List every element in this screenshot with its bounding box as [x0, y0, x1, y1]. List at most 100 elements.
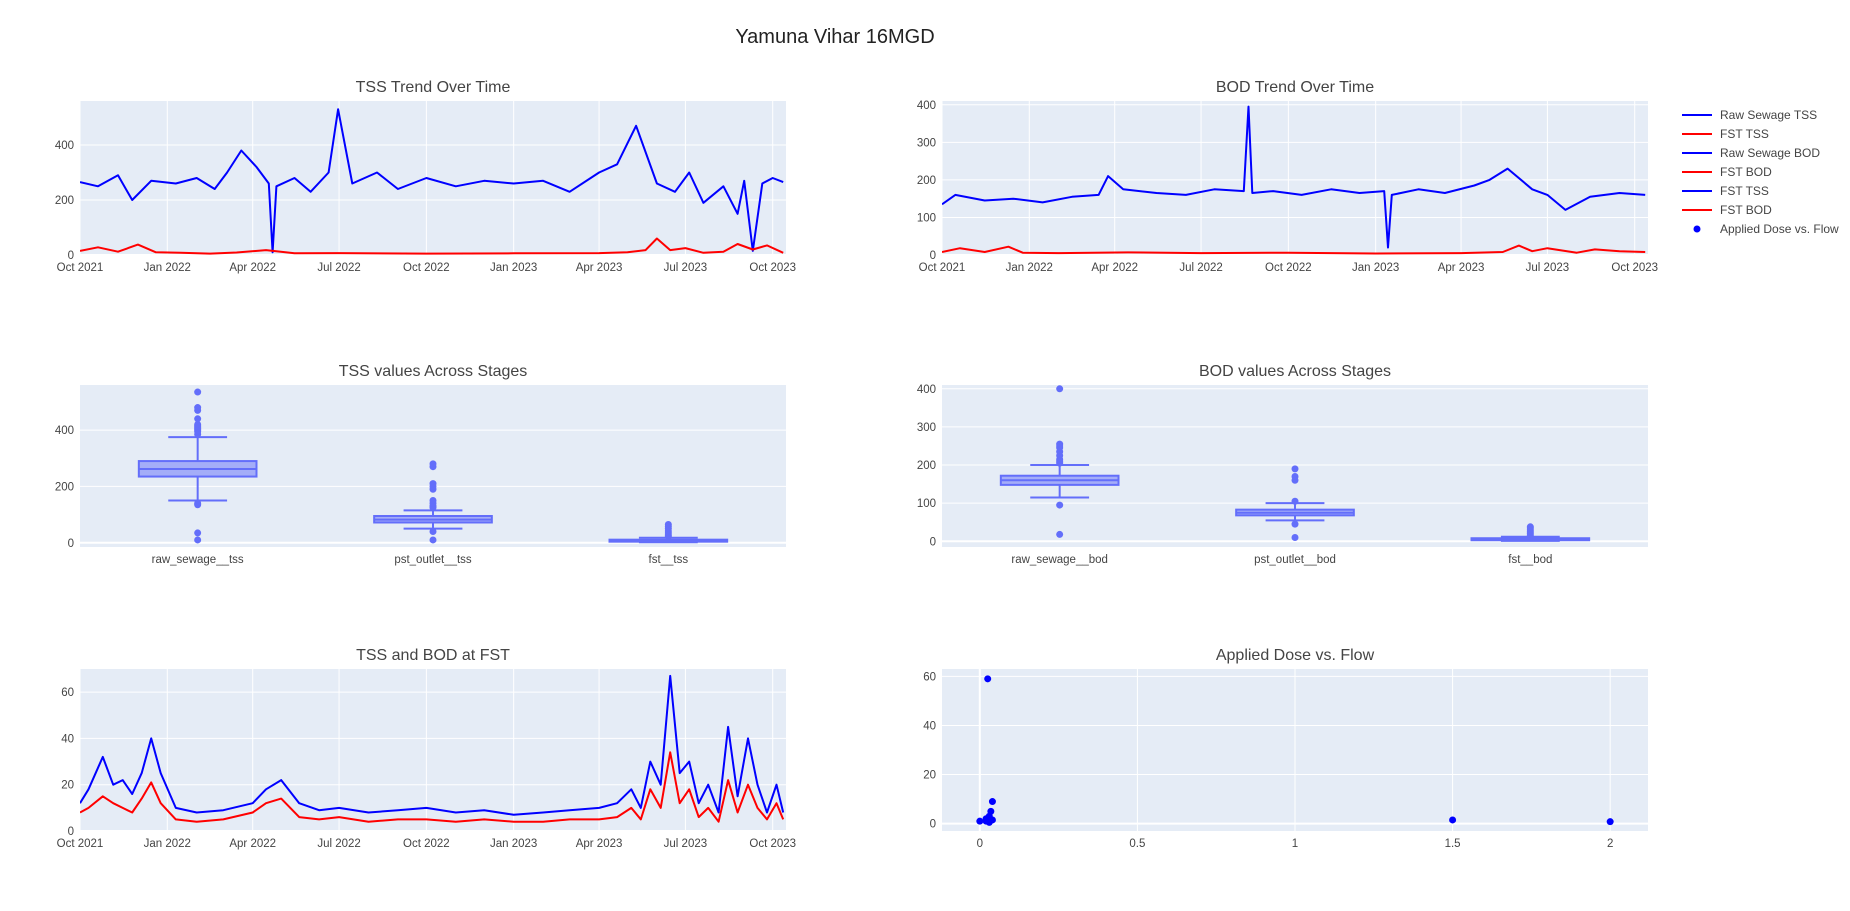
figure-title: Yamuna Vihar 16MGD: [735, 26, 934, 48]
scatter-point: [984, 675, 992, 683]
box-outlier: [1056, 385, 1064, 393]
legend-label: Raw Sewage BOD: [1720, 146, 1820, 160]
subplot-title: Applied Dose vs. Flow: [1216, 647, 1375, 664]
x-tick-label: Jan 2023: [490, 838, 537, 850]
legend-label: FST TSS: [1720, 127, 1769, 141]
box-outlier: [1291, 465, 1299, 473]
y-tick-label: 100: [917, 212, 936, 224]
y-tick-label: 0: [68, 250, 74, 262]
box-outlier: [1056, 530, 1064, 538]
plot-marks: [80, 108, 784, 255]
y-tick-label: 0: [930, 819, 936, 831]
box-fst__bod: [1470, 523, 1591, 542]
plot-area: [80, 669, 786, 831]
subplot-2: 0 100 200 300 400 Oct 2021 Jan 2022 Apr 2022 Jul…: [917, 79, 1658, 274]
box-outlier: [429, 528, 437, 536]
x-tick-label: Oct 2021: [57, 838, 104, 850]
x-tick-label: Apr 2023: [576, 838, 623, 850]
legend-item[interactable]: Raw Sewage TSS: [1682, 108, 1817, 122]
box-outlier: [194, 415, 202, 423]
series-line-2: [80, 751, 785, 823]
plot-marks: [80, 674, 785, 823]
x-tick-label: pst_outlet__tss: [394, 554, 472, 566]
x-tick-label: Apr 2023: [1438, 262, 1485, 274]
box-outlier: [194, 529, 202, 537]
box-outlier: [429, 497, 437, 505]
y-tick-label: 100: [917, 498, 936, 510]
box-outlier: [1291, 497, 1299, 505]
legend-label: FST BOD: [1720, 165, 1772, 179]
series-line-2: [942, 244, 1646, 255]
y-tick-label: 20: [61, 780, 74, 792]
y-tick-label: 60: [923, 671, 936, 683]
plot-marks: [976, 675, 1614, 826]
box-raw_sewage__tss: [137, 388, 258, 544]
legend-item[interactable]: FST TSS: [1682, 127, 1769, 141]
y-tick-label: 0: [930, 536, 936, 548]
subplot-4: 0 100 200 300 400 raw_sewage__bod pst_outlet__…: [917, 363, 1648, 566]
legend-item[interactable]: FST BOD: [1682, 203, 1772, 217]
y-tick-label: 400: [917, 384, 936, 396]
box-outlier: [194, 388, 202, 396]
box-raw_sewage__bod: [999, 385, 1120, 538]
subplot-3: 0 200 400 raw_sewage__tss pst_outlet__tss fst…: [55, 363, 786, 566]
x-tick-label: 1.5: [1445, 838, 1461, 850]
x-tick-label: Oct 2022: [1265, 262, 1312, 274]
x-tick-label: Apr 2023: [576, 262, 623, 274]
box-outlier: [194, 536, 202, 544]
subplot-title: BOD values Across Stages: [1199, 363, 1391, 380]
x-tick-label: Oct 2023: [1611, 262, 1658, 274]
y-tick-label: 20: [923, 770, 936, 782]
box-outlier: [429, 460, 437, 468]
legend-item[interactable]: FST BOD: [1682, 165, 1772, 179]
x-tick-label: Jan 2022: [144, 262, 191, 274]
box-outlier: [429, 480, 437, 488]
box-outlier: [1056, 501, 1064, 509]
x-tick-label: 2: [1607, 838, 1613, 850]
legend-label: Applied Dose vs. Flow: [1720, 222, 1839, 236]
plot-marks: [137, 388, 729, 544]
legend-item[interactable]: Applied Dose vs. Flow: [1693, 222, 1840, 236]
box-outlier: [194, 420, 202, 428]
plot-marks: [999, 385, 1591, 542]
box-outlier: [194, 404, 202, 412]
box-outlier: [1291, 472, 1299, 480]
y-tick-label: 200: [917, 460, 936, 472]
x-tick-label: fst__tss: [649, 554, 689, 566]
plot-area: [80, 101, 786, 255]
y-tick-label: 0: [930, 250, 936, 262]
legend-item[interactable]: Raw Sewage BOD: [1682, 146, 1820, 160]
y-tick-label: 0: [68, 826, 74, 838]
subplot-title: TSS values Across Stages: [339, 363, 528, 380]
x-tick-label: 0: [977, 838, 983, 850]
box-fst__tss: [608, 520, 729, 544]
subplot-title: BOD Trend Over Time: [1216, 79, 1374, 96]
y-tick-label: 60: [61, 687, 74, 699]
scatter-point: [1449, 816, 1457, 824]
subplot-6: 0 20 40 60 0 0.5 1 1.5 2 Applied Dose vs. Flow: [923, 647, 1648, 850]
y-tick-label: 300: [917, 137, 936, 149]
x-tick-label: Apr 2022: [229, 838, 276, 850]
y-tick-label: 0: [68, 538, 74, 550]
y-tick-label: 40: [61, 733, 74, 745]
plot-marks: [942, 105, 1646, 255]
scatter-point: [1606, 818, 1614, 826]
box-outlier: [1056, 440, 1064, 448]
x-tick-label: Jul 2022: [1179, 262, 1222, 274]
x-tick-label: Jul 2023: [664, 838, 707, 850]
x-tick-label: Oct 2023: [749, 262, 796, 274]
legend[interactable]: Raw Sewage TSS FST TSS Raw Sewage BOD FST B…: [1682, 108, 1839, 236]
box-outlier: [194, 499, 202, 507]
x-tick-label: Oct 2021: [919, 262, 966, 274]
series-line-1: [80, 108, 784, 254]
legend-swatch: [1693, 225, 1701, 233]
series-line-1: [80, 674, 785, 816]
x-tick-label: Oct 2022: [403, 262, 450, 274]
scatter-point: [988, 798, 996, 806]
legend-item[interactable]: FST TSS: [1682, 184, 1769, 198]
x-tick-label: Jan 2022: [1006, 262, 1053, 274]
subplot-title: TSS Trend Over Time: [356, 79, 511, 96]
